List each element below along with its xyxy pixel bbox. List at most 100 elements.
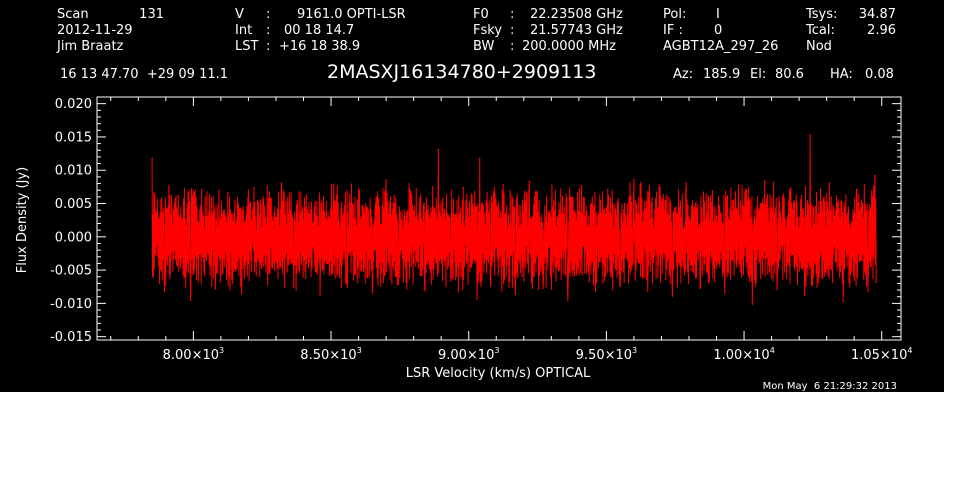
- spectrum-point: [514, 293, 517, 295]
- spectrum-point: [723, 291, 726, 294]
- header-v-sep: :: [266, 7, 270, 22]
- spectrum-point: [567, 299, 569, 301]
- header-coordinates: 16 13 47.70 +29 09 11.1: [60, 67, 228, 82]
- spectrum-point: [371, 291, 374, 294]
- spectrum-trace: [151, 134, 877, 305]
- spectrum-point: [266, 283, 269, 286]
- header-observer: Jim Braatz: [56, 39, 124, 54]
- spectrum-point: [476, 297, 478, 300]
- spectrum-point: [542, 287, 544, 289]
- spectrum-point: [410, 190, 412, 193]
- header-f0-label: F0: [473, 7, 489, 22]
- header-el-label: El:: [750, 67, 766, 82]
- spectrum-point: [528, 180, 531, 183]
- header-fsky: 21.57743 GHz: [530, 23, 623, 38]
- header-tcal-label: Tcal:: [805, 23, 835, 38]
- spectrum-point: [240, 292, 243, 295]
- spectrum-point: [856, 188, 858, 191]
- spectrum-point: [200, 188, 203, 191]
- spectrum-point: [776, 288, 778, 291]
- header-pol-label: Pol:: [663, 7, 686, 22]
- header-scan-label: Scan: [57, 7, 89, 22]
- header-ha-label: HA:: [830, 67, 853, 82]
- header-velocity: 9161.0 OPTI-LSR: [297, 7, 406, 22]
- spectrum-point: [151, 157, 153, 160]
- spectrum-point: [594, 290, 597, 293]
- header-fsky-sep: :: [510, 23, 514, 38]
- plot-axes: [96, 96, 902, 341]
- y-axis-title: Flux Density (Jy): [15, 167, 30, 273]
- header-f0: 22.23508 GHz: [530, 7, 623, 22]
- spectrum-point: [659, 186, 661, 189]
- spectrum-point: [790, 187, 792, 190]
- spectrum-point: [502, 184, 504, 186]
- spectrum-point: [280, 182, 283, 184]
- spectrum-point: [293, 286, 295, 289]
- spectrum-point: [462, 186, 465, 189]
- header-lst-sep: :: [266, 39, 270, 54]
- header-f0-sep: :: [510, 7, 514, 22]
- spectrum-trace-group: [151, 134, 878, 305]
- header-lst-label: LST: [235, 39, 258, 54]
- x-tick-labels: 8.00×103 8.50×103 9.00×103 9.50×103 1.00×104…: [163, 346, 913, 363]
- spectrum-plot-panel: Scan 131 2012-11-29 Jim Braatz V : 9161.…: [0, 0, 944, 392]
- header-lst: +16 18 38.9: [279, 39, 360, 54]
- spectrum-point: [633, 178, 635, 181]
- spectrum-point: [397, 283, 400, 285]
- source-name: 2MASXJ16134780+2909113: [327, 61, 596, 83]
- header-block: Scan 131 2012-11-29 Jim Braatz V : 9161.…: [56, 7, 896, 83]
- header-az-label: Az:: [673, 67, 693, 82]
- spectrum-point: [619, 285, 621, 287]
- spectrum-point: [489, 285, 492, 287]
- spectrum-point: [711, 190, 714, 192]
- y-tick-labels: 0.020 0.015 0.010 0.005 0.000 -0.005 -0.010 -0.…: [50, 97, 92, 345]
- x-tick-label: 8.50×103: [300, 346, 361, 363]
- spectrum-point: [816, 285, 818, 288]
- header-fsky-label: Fsky: [473, 23, 502, 38]
- spectrum-point: [751, 303, 754, 305]
- spectrum-point: [803, 294, 806, 297]
- header-el: 80.6: [775, 67, 804, 82]
- header-procedure: Nod: [806, 39, 832, 54]
- header-int-label: Int: [235, 23, 252, 38]
- header-tsys: 34.87: [859, 7, 896, 22]
- plot-timestamp: Mon May 6 21:29:32 2013: [763, 381, 897, 392]
- spectrum-point: [437, 148, 440, 151]
- header-bw-label: BW: [473, 39, 494, 54]
- spectrum-point: [189, 299, 192, 301]
- x-tick-label: 1.05×104: [851, 346, 912, 363]
- header-pol: I: [716, 7, 720, 22]
- spectrum-point: [828, 182, 831, 184]
- header-az: 185.9: [703, 67, 740, 82]
- header-if-label: IF :: [663, 23, 683, 38]
- spectrum-point: [177, 194, 180, 197]
- spectrum-point: [319, 294, 321, 297]
- spectrum-point: [580, 184, 583, 187]
- spectrum-point: [867, 290, 869, 293]
- header-bw-sep: :: [510, 39, 514, 54]
- spectrum-point: [163, 290, 166, 293]
- x-tick-label: 1.00×104: [713, 346, 774, 363]
- spectrum-point: [671, 295, 674, 297]
- spectrum-point: [554, 190, 557, 192]
- spectrum-point: [685, 182, 688, 184]
- y-tick-label: 0.020: [55, 97, 92, 112]
- spectrum-point: [357, 188, 360, 190]
- plot-frame: [96, 96, 902, 341]
- spectrum-point: [345, 281, 347, 284]
- spectrum-point: [699, 287, 701, 289]
- header-project: AGBT12A_297_26: [663, 39, 778, 54]
- header-tcal: 2.96: [867, 23, 896, 38]
- spectrum-point: [606, 188, 609, 191]
- spectrum-plot: Scan 131 2012-11-29 Jim Braatz V : 9161.…: [15, 7, 913, 392]
- y-tick-label: -0.015: [50, 330, 92, 345]
- spectrum-point: [809, 134, 811, 136]
- header-date: 2012-11-29: [57, 23, 133, 38]
- header-bw: 200.0000 MHz: [522, 39, 616, 54]
- spectrum-point: [305, 194, 308, 196]
- spectrum-point: [423, 288, 426, 291]
- spectrum-point: [253, 186, 255, 189]
- header-tsys-label: Tsys:: [805, 7, 837, 22]
- y-tick-label: -0.010: [50, 297, 92, 312]
- y-tick-label: 0.000: [55, 230, 92, 245]
